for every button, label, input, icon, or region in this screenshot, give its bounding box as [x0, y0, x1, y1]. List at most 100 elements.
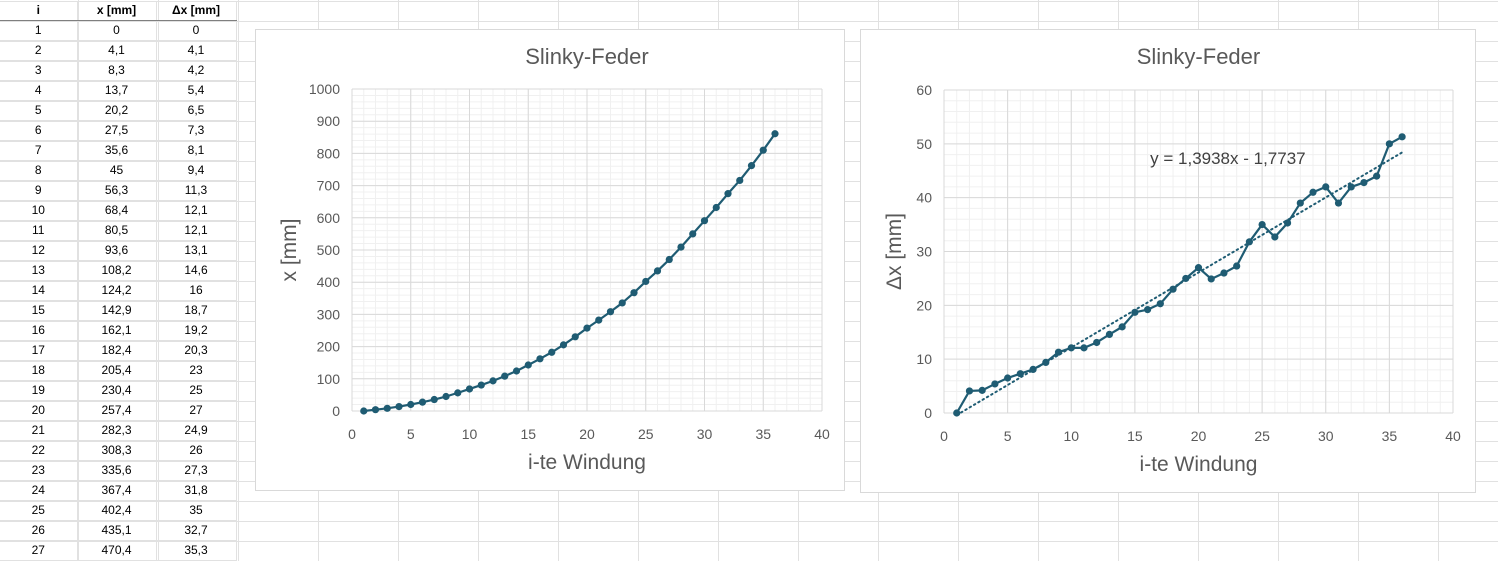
table-cell[interactable]: 11: [0, 220, 78, 241]
table-cell[interactable]: 12,1: [156, 220, 237, 241]
data-point[interactable]: [1016, 370, 1024, 378]
data-point[interactable]: [618, 299, 626, 307]
data-point[interactable]: [595, 316, 603, 324]
table-cell[interactable]: 45: [77, 160, 157, 181]
data-point[interactable]: [454, 389, 462, 397]
table-cell[interactable]: 35,3: [156, 540, 237, 561]
data-point[interactable]: [1360, 178, 1368, 187]
data-point[interactable]: [689, 230, 697, 238]
table-cell[interactable]: 0: [77, 20, 157, 41]
data-point[interactable]: [1144, 306, 1152, 314]
table-cell[interactable]: 20,3: [156, 340, 237, 361]
data-point[interactable]: [418, 398, 427, 406]
data-point[interactable]: [724, 190, 732, 198]
table-cell[interactable]: 68,4: [77, 200, 157, 221]
data-point[interactable]: [407, 400, 415, 409]
table-cell[interactable]: 0: [156, 20, 237, 41]
table-cell[interactable]: 26: [156, 440, 237, 461]
table-cell[interactable]: 23: [156, 360, 237, 381]
data-point[interactable]: [1131, 308, 1139, 316]
table-cell[interactable]: 19,2: [156, 320, 237, 341]
table-cell[interactable]: 23: [0, 460, 78, 481]
data-point[interactable]: [978, 386, 986, 394]
table-cell[interactable]: 80,5: [77, 220, 157, 241]
table-cell[interactable]: 20: [0, 400, 78, 421]
table-cell[interactable]: 14: [0, 280, 78, 301]
data-point[interactable]: [583, 324, 591, 332]
data-point[interactable]: [1220, 269, 1228, 277]
data-point[interactable]: [953, 409, 961, 417]
table-cell[interactable]: 5,4: [156, 80, 237, 101]
data-point[interactable]: [1093, 338, 1101, 347]
data-point[interactable]: [1182, 274, 1190, 283]
data-point[interactable]: [747, 162, 756, 170]
table-cell[interactable]: 308,3: [77, 440, 157, 461]
data-point[interactable]: [606, 308, 615, 316]
table-cell[interactable]: 4,2: [156, 60, 237, 81]
x-axis-title[interactable]: i-te Windung: [1140, 453, 1258, 476]
trendline-equation[interactable]: y = 1,3938x - 1,7737: [1150, 149, 1305, 168]
data-point[interactable]: [1105, 330, 1114, 339]
chart-x-vs-winding[interactable]: Slinky-Feder i-te Windung x [mm] 0 5 10 15 20 25…: [255, 29, 845, 491]
table-cell[interactable]: 24,9: [156, 420, 237, 441]
table-cell[interactable]: 27,5: [77, 120, 157, 141]
data-point[interactable]: [1283, 219, 1292, 227]
data-point[interactable]: [430, 395, 438, 404]
table-cell[interactable]: 24: [0, 480, 78, 501]
table-cell[interactable]: 367,4: [77, 480, 157, 501]
table-cell[interactable]: 20,2: [77, 100, 157, 121]
data-point[interactable]: [1207, 275, 1215, 283]
table-cell[interactable]: 9,4: [156, 160, 237, 181]
table-cell[interactable]: 4: [0, 80, 78, 101]
data-point[interactable]: [360, 407, 368, 415]
data-point[interactable]: [465, 385, 474, 393]
table-cell[interactable]: 1: [0, 20, 78, 41]
header-cell-i[interactable]: i: [0, 1, 78, 21]
table-cell[interactable]: 18,7: [156, 300, 237, 321]
table-cell[interactable]: 182,4: [77, 340, 157, 361]
table-cell[interactable]: 15: [0, 300, 78, 321]
y-axis-title[interactable]: x [mm]: [278, 219, 301, 282]
data-point[interactable]: [965, 387, 974, 395]
table-cell[interactable]: 13,1: [156, 240, 237, 261]
table-cell[interactable]: 4,1: [77, 40, 157, 61]
table-cell[interactable]: 257,4: [77, 400, 157, 421]
data-point[interactable]: [759, 146, 767, 154]
table-cell[interactable]: 7,3: [156, 120, 237, 141]
table-cell[interactable]: 8,3: [77, 60, 157, 81]
table-cell[interactable]: 93,6: [77, 240, 157, 261]
table-cell[interactable]: 26: [0, 520, 78, 541]
data-point[interactable]: [1194, 264, 1203, 272]
table-cell[interactable]: 14,6: [156, 260, 237, 281]
y-axis-title[interactable]: Δx [mm]: [883, 213, 906, 290]
x-axis-title[interactable]: i-te Windung: [528, 451, 646, 474]
table-cell[interactable]: 35: [156, 500, 237, 521]
table-cell[interactable]: 435,1: [77, 520, 157, 541]
table-cell[interactable]: 12,1: [156, 200, 237, 221]
table-cell[interactable]: 5: [0, 100, 78, 121]
table-cell[interactable]: 2: [0, 40, 78, 61]
table-cell[interactable]: 21: [0, 420, 78, 441]
data-point[interactable]: [571, 333, 579, 341]
data-point[interactable]: [442, 392, 450, 401]
data-point[interactable]: [524, 361, 532, 369]
table-cell[interactable]: 27: [156, 400, 237, 421]
table-cell[interactable]: 31,8: [156, 480, 237, 501]
data-point[interactable]: [1029, 365, 1037, 373]
table-cell[interactable]: 162,1: [77, 320, 157, 341]
data-point[interactable]: [991, 380, 999, 388]
data-point[interactable]: [477, 381, 485, 389]
table-cell[interactable]: 16: [156, 280, 237, 301]
table-cell[interactable]: 16: [0, 320, 78, 341]
data-point[interactable]: [395, 402, 403, 411]
table-cell[interactable]: 18: [0, 360, 78, 381]
data-point[interactable]: [653, 267, 662, 275]
data-point[interactable]: [536, 355, 544, 363]
data-point[interactable]: [1334, 199, 1343, 207]
data-point[interactable]: [1118, 323, 1126, 331]
table-cell[interactable]: 108,2: [77, 260, 157, 281]
data-point[interactable]: [630, 289, 638, 297]
data-point[interactable]: [548, 348, 556, 356]
table-cell[interactable]: 6: [0, 120, 78, 141]
table-cell[interactable]: 124,2: [77, 280, 157, 301]
